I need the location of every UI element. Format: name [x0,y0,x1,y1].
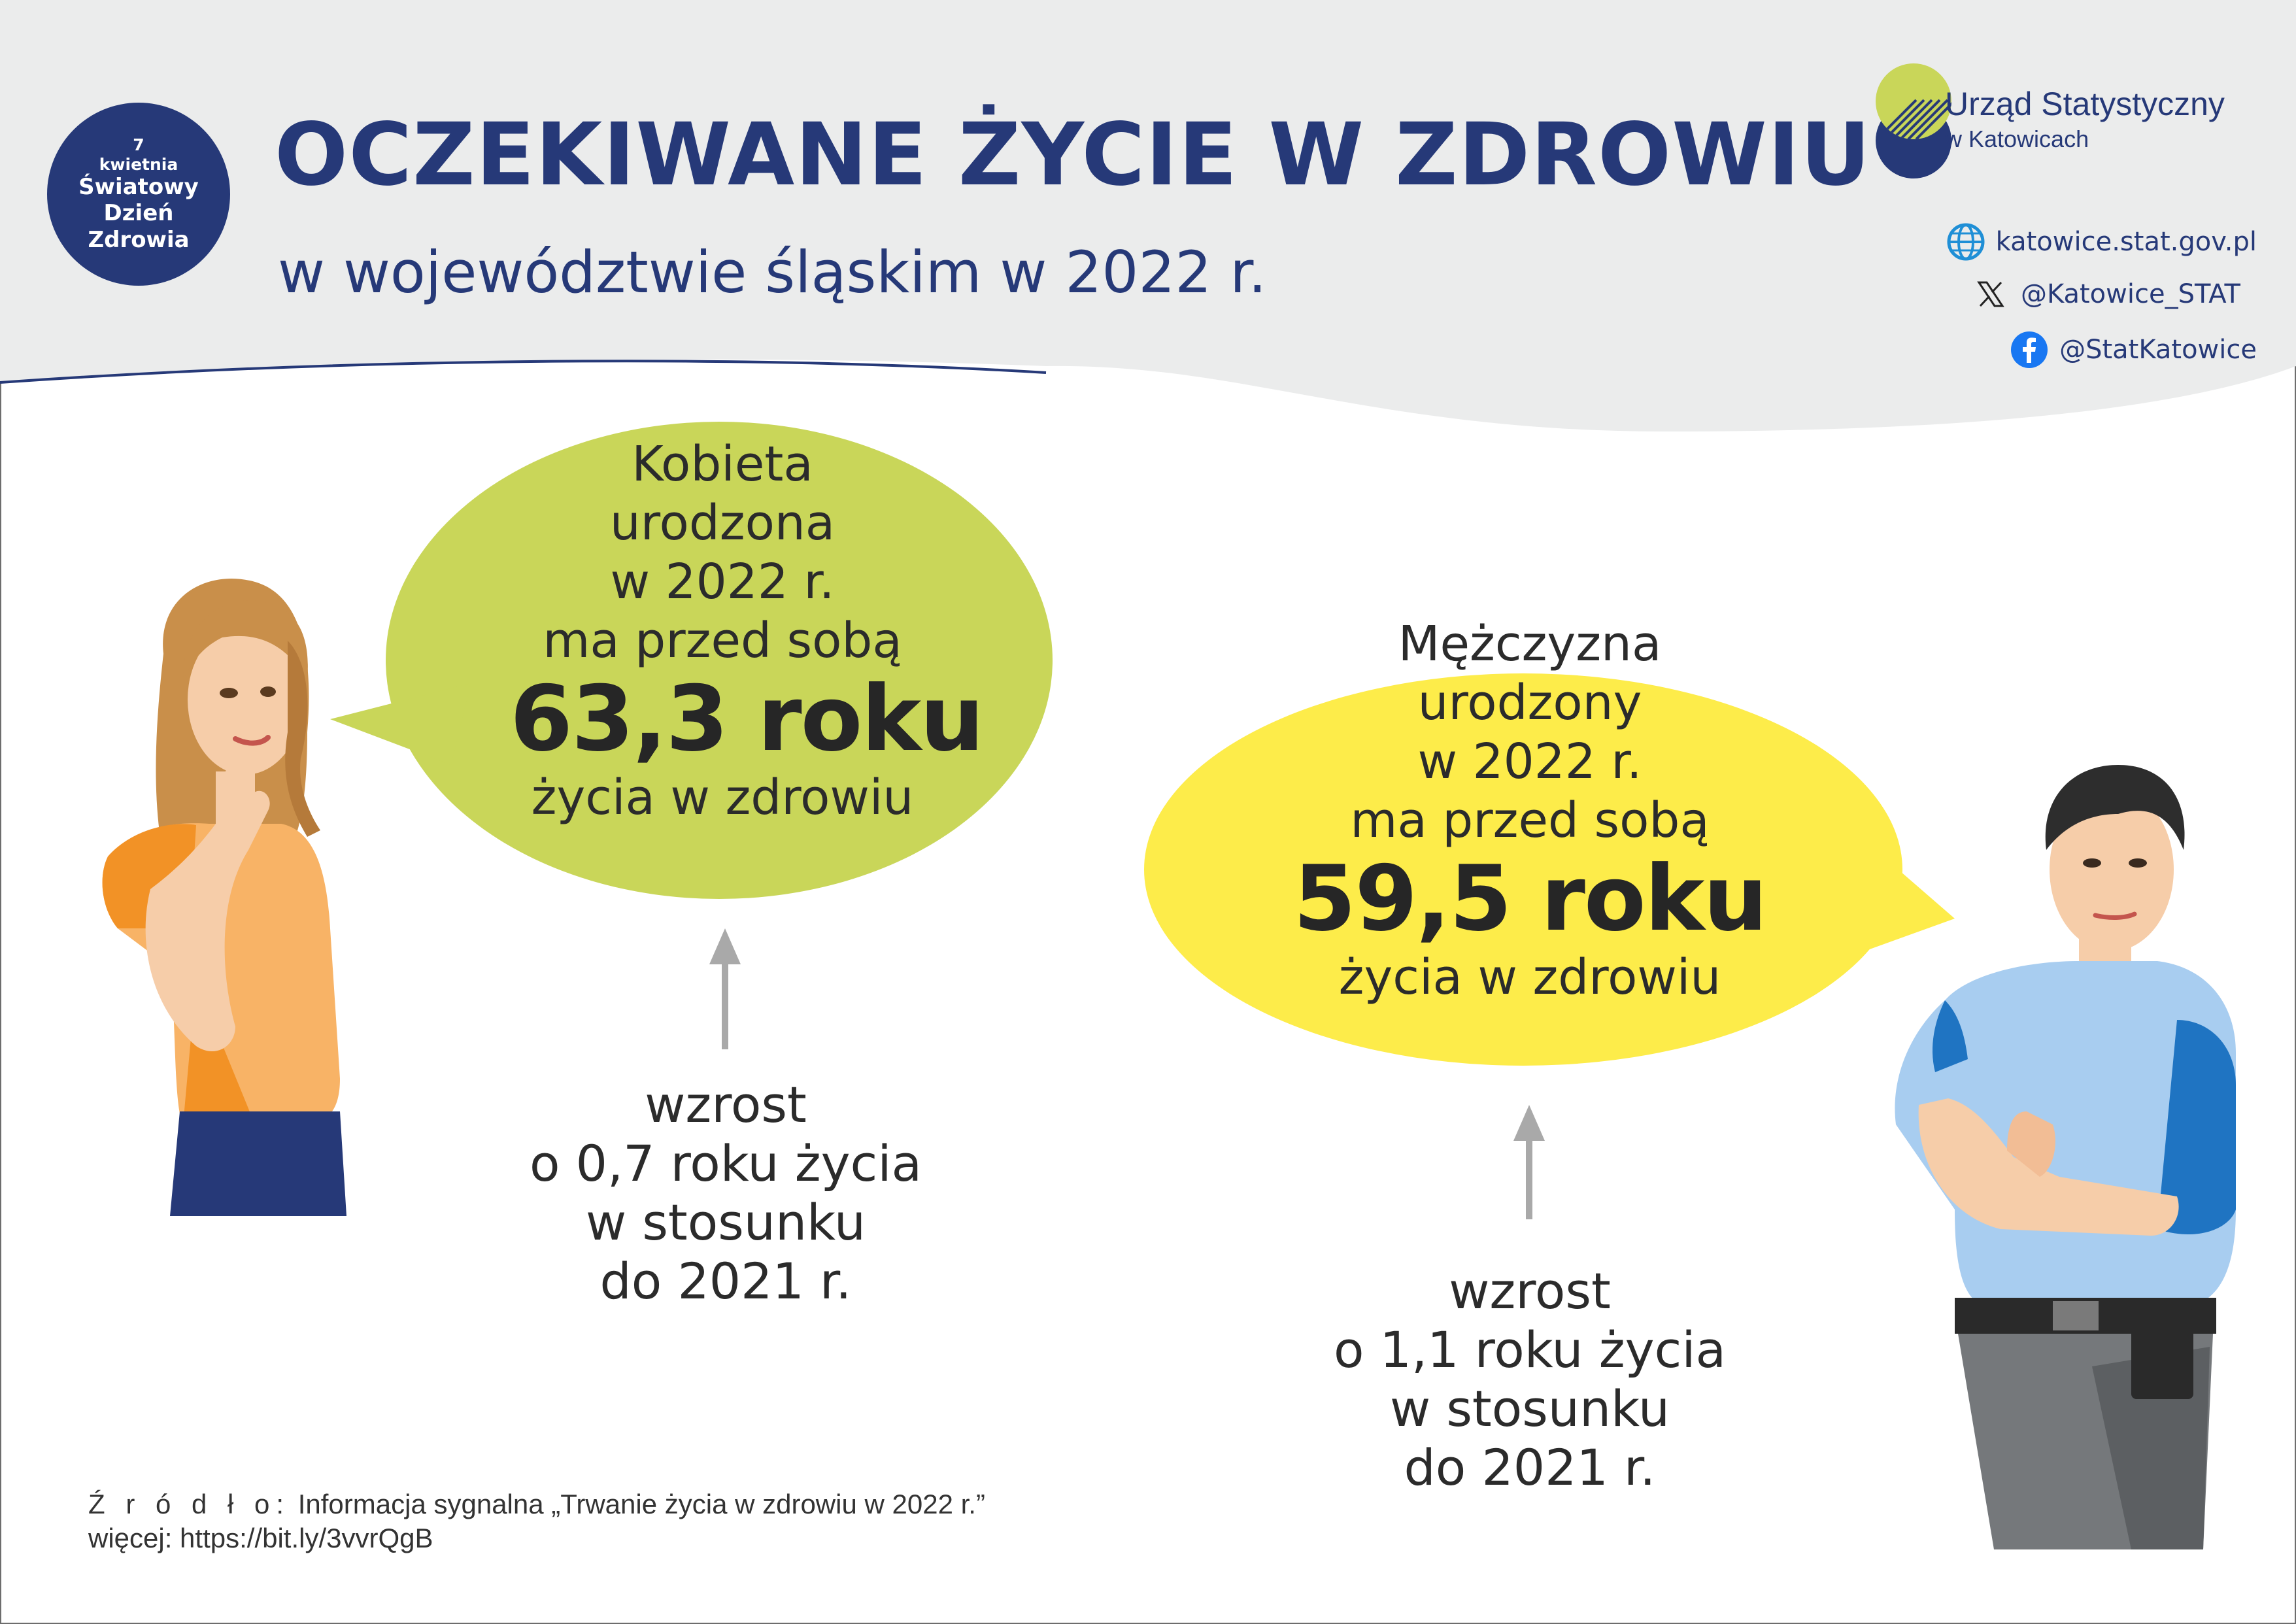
badge-month: kwietnia [99,154,178,174]
man-line-3: w 2022 r. [1417,734,1642,790]
man-line-1: Mężczyzna [1398,616,1662,672]
source-label: Ź r ó d ł o: [88,1489,291,1519]
woman-line-1: Kobieta [632,436,813,492]
globe-icon [1946,222,1985,262]
logo-name-line1: Urząd Statystyczny [1945,86,2225,122]
page-title: OCZEKIWANE ŻYCIE W ZDROWIU [275,105,1872,205]
world-health-day-badge: 7 kwietnia Światowy Dzień Zdrowia [47,103,230,286]
website-link[interactable]: katowice.stat.gov.pl [1946,222,2257,262]
header-underline [0,360,1047,384]
woman-increase-2: o 0,7 roku życia [529,1134,922,1193]
badge-day: 7 [133,135,144,155]
logo-name-line2: w Katowicach [1945,126,2089,152]
x-link[interactable]: @Katowice_STAT [1971,275,2240,314]
man-increase-3: w stosunku [1390,1379,1670,1438]
source-text: Informacja sygnalna „Trwanie życia w zdr… [297,1489,985,1519]
facebook-handle: @StatKatowice [2059,335,2257,365]
man-line-4: ma przed sobą [1350,792,1710,849]
man-line-2: urodzony [1417,675,1642,731]
header-wave [0,0,2296,431]
woman-line-2: urodzona [609,495,836,551]
logo-text: Urząd Statystyczny w Katowicach [1945,85,2225,153]
x-icon [1971,275,2010,314]
woman-line-4: ma przed sobą [543,613,902,669]
man-speech-bubble [1144,673,1955,1066]
man-increase-4: do 2021 r. [1404,1438,1656,1497]
website-url: katowice.stat.gov.pl [1995,227,2257,257]
man-up-arrow [1513,1105,1545,1219]
badge-word2: Dzień [103,200,174,227]
woman-bubble-text: Kobieta urodzona w 2022 r. ma przed sobą… [510,435,984,827]
woman-increase-text: wzrost o 0,7 roku życia w stosunku do 20… [497,1075,954,1311]
woman-up-arrow [709,928,741,1049]
woman-speech-bubble [330,422,1053,899]
facebook-link[interactable]: @StatKatowice [2010,330,2257,369]
more-link[interactable]: więcej: https://bit.ly/3vvrQgB [88,1523,433,1553]
woman-line-5: życia w zdrowiu [531,770,914,826]
woman-increase-1: wzrost [645,1075,807,1134]
man-increase-text: wzrost o 1,1 roku życia w stosunku do 20… [1301,1262,1759,1497]
source-line: Ź r ó d ł o: Informacja sygnalna „Trwani… [88,1487,985,1521]
x-handle: @Katowice_STAT [2020,279,2240,309]
woman-increase-4: do 2021 r. [599,1252,852,1310]
woman-line-3: w 2022 r. [610,554,835,610]
statistics-office-logo [1876,63,1951,178]
badge-word1: Światowy [78,174,199,201]
man-increase-1: wzrost [1449,1262,1611,1320]
man-increase-2: o 1,1 roku życia [1333,1321,1727,1379]
page-subtitle: w województwie śląskim w 2022 r. [278,239,1267,306]
man-bubble-text: Mężczyzna urodzony w 2022 r. ma przed so… [1281,615,1778,1007]
source-note: Ź r ó d ł o: Informacja sygnalna „Trwani… [88,1487,985,1555]
man-healthy-life-value: 59,5 roku [1293,846,1767,951]
facebook-icon [2010,330,2049,369]
woman-healthy-life-value: 63,3 roku [510,666,984,771]
man-illustration [1895,765,2236,1549]
woman-illustration [102,578,346,1216]
badge-word3: Zdrowia [88,226,190,253]
man-line-5: życia w zdrowiu [1338,949,1721,1006]
woman-increase-3: w stosunku [586,1193,866,1251]
